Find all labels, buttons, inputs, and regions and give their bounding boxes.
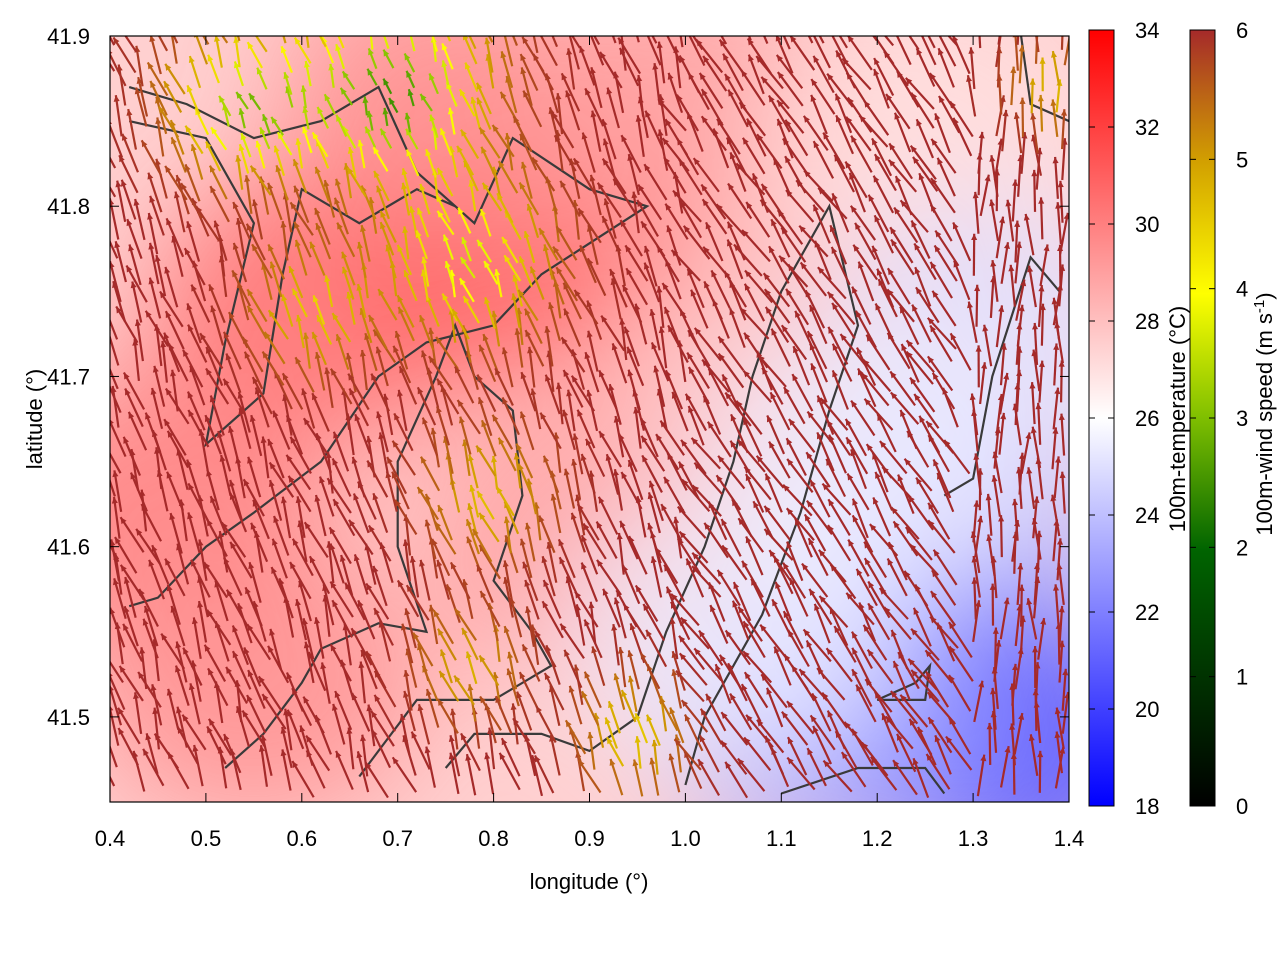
wind-arrow-head (895, 15, 901, 22)
wind-arrow-head (735, 1, 741, 8)
wind-arrow-head (95, 8, 101, 15)
wind-arrow-head (1067, 27, 1073, 34)
wind-arrow-head (541, 8, 547, 15)
wind-arrow-head (579, 8, 585, 15)
wind-arrow-head (438, 11, 444, 18)
wind-arrow-head (936, 29, 942, 36)
wind-arrow-head (248, 24, 254, 31)
wind-arrow-head (627, 2, 633, 9)
wind-arrow-head (1031, 12, 1037, 19)
wind-arrow-head (852, 7, 858, 14)
wind-arrow-head (804, 6, 810, 13)
wind-arrow-head (101, 350, 107, 357)
wind-arrow-head (929, 14, 935, 21)
wind-arrow-head (189, 11, 195, 18)
wind-arrow-head (893, 27, 899, 34)
wind-arrow-head (228, 5, 234, 12)
wind-arrow-head (618, 29, 624, 36)
wind-arrow-head (104, 374, 110, 381)
wind-arrow-head (367, 23, 373, 30)
wind-arrow-head (502, 29, 508, 36)
plot-area (0, 0, 1191, 891)
wind-arrow-head (601, 4, 607, 11)
wind-arrow-head (644, 27, 650, 34)
wind-arrow-head (558, 13, 564, 20)
wind-arrow-head (674, 6, 680, 13)
wind-arrow-head (275, 9, 281, 16)
wind-arrow-head (751, 5, 757, 12)
wind-arrow-head (1017, 3, 1023, 9)
wind-arrow (735, 1, 751, 40)
wind-arrow-head (686, 28, 692, 35)
wind-arrow-head (96, 748, 102, 755)
wind-arrow-head (474, 9, 480, 16)
wind-arrow-head (94, 160, 100, 167)
wind-arrow-head (407, 26, 413, 33)
wind-arrow-head (1000, 3, 1006, 10)
wind-arrow-head (567, 29, 573, 36)
wind-arrow-head (100, 220, 106, 227)
wind-arrow-shaft (1062, 9, 1063, 50)
wind-arrow-head (148, 15, 154, 22)
wind-arrow-head (101, 456, 107, 463)
wind-arrow-head (332, 20, 338, 27)
wind-arrow-head (502, 9, 508, 16)
wind-arrow-head (794, 5, 799, 12)
wind-arrow-head (102, 727, 108, 734)
wind-arrow-head (705, 8, 711, 15)
wind-arrow-head (160, 7, 166, 14)
wind-arrow-head (918, 27, 924, 34)
wind-arrow-head (461, 17, 467, 24)
wind-arrow-head (101, 300, 107, 307)
wind-arrow-head (679, 15, 685, 22)
wind-arrow-head (95, 131, 101, 138)
wind-arrow (95, 8, 115, 45)
wind-arrow-head (662, 25, 668, 32)
wind-arrow-head (866, 13, 872, 20)
wind-arrow-head (1060, 9, 1066, 15)
wind-arrow-head (379, 24, 385, 31)
wind-arrow-head (302, 15, 308, 22)
wind-arrow-head (428, 25, 434, 32)
wind-arrow-head (975, 6, 981, 12)
wind-arrow-head (537, 29, 543, 36)
wind-arrow-head (100, 436, 106, 443)
wind-arrow-head (825, 12, 831, 19)
wind-arrow-shaft (95, 8, 115, 45)
wind-arrow-head (916, 10, 922, 17)
wind-arrow-head (587, 26, 593, 33)
wind-arrow-head (772, 11, 778, 18)
wind-arrow-head (527, 13, 533, 20)
wind-arrow-head (1034, 25, 1040, 31)
wind-arrow-head (168, 25, 174, 32)
wind-arrow-head (637, 6, 643, 13)
wind-arrow-head (206, 12, 212, 19)
wind-arrow-head (100, 524, 105, 531)
wind-arrow-head (100, 647, 106, 654)
wind-arrow-head (92, 36, 98, 43)
wind-arrow (852, 7, 877, 41)
wind-arrow-head (998, 26, 1004, 33)
wind-arrow-head (113, 17, 119, 24)
wind-arrow-head (870, 29, 876, 36)
wind-arrow-shaft (852, 7, 877, 41)
wind-arrow-shaft (735, 1, 750, 40)
wind-arrow-head (829, 28, 835, 35)
wind-arrow-head (311, 18, 317, 25)
